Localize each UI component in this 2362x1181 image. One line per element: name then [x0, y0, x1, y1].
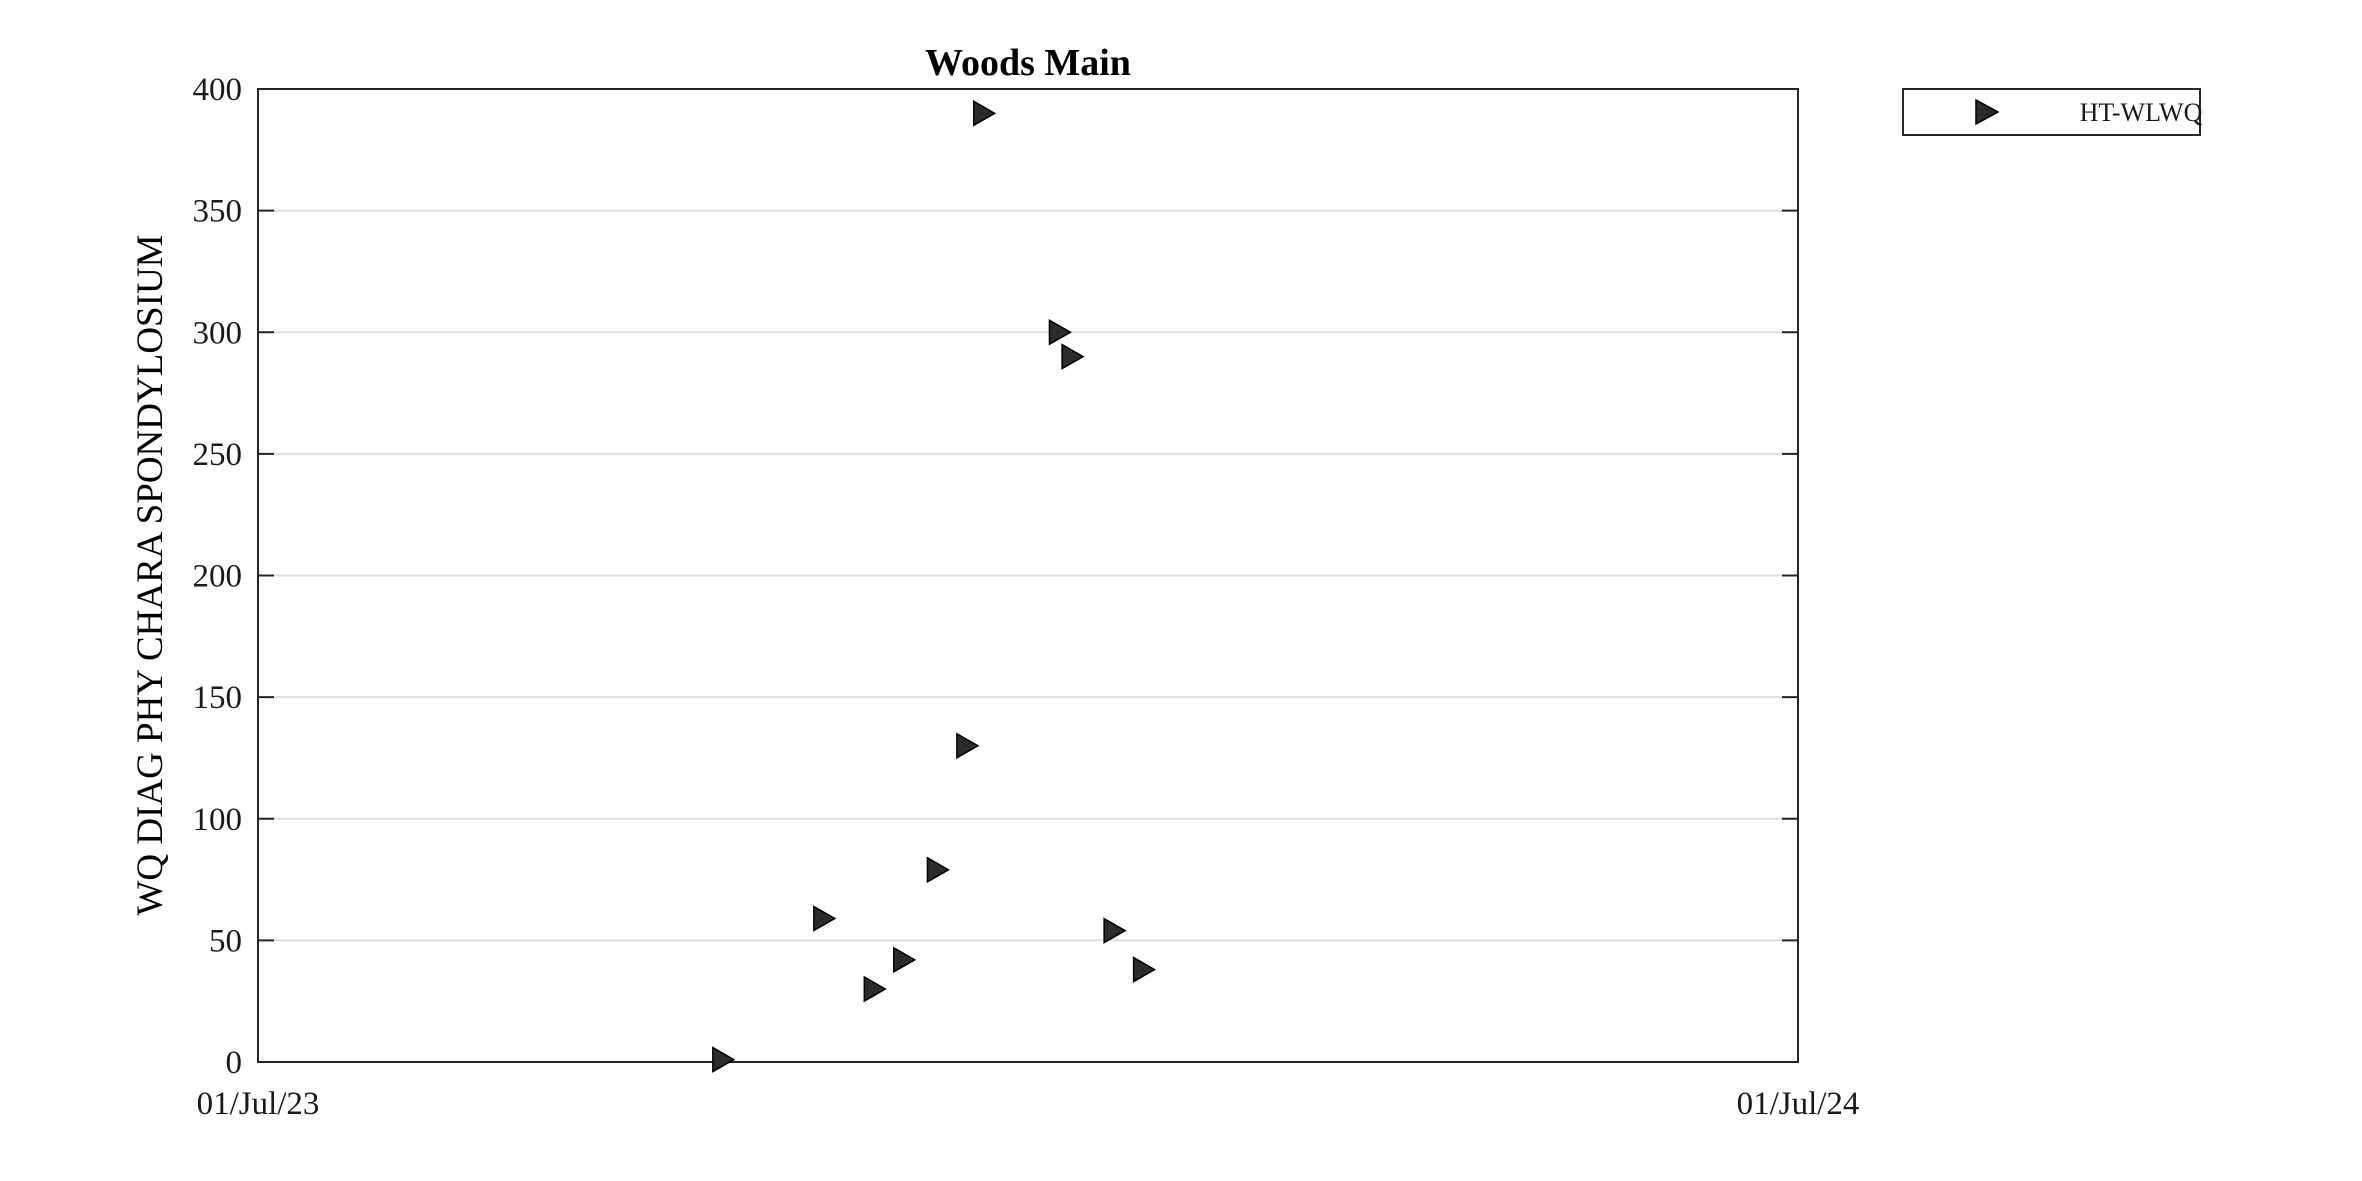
- y-tick-label: 0: [226, 1045, 243, 1081]
- data-point: [1048, 318, 1072, 346]
- chart-title: Woods Main: [925, 42, 1131, 84]
- legend-box: [1902, 88, 2201, 136]
- data-point: [956, 732, 980, 760]
- data-point: [863, 975, 887, 1003]
- y-axis-label: WQ DIAG PHY CHARA SPONDYLOSIUM: [130, 234, 171, 915]
- legend-entry-label: HT-WLWQ: [2080, 98, 2203, 127]
- x-tick-label: 01/Jul/24: [1737, 1086, 1860, 1122]
- data-point: [1132, 956, 1157, 983]
- y-axis-tick-labels: 0 50 100 150 200 250 300 350 400: [193, 72, 243, 1081]
- legend-marker-icon: [1975, 98, 2000, 126]
- data-point: [972, 100, 997, 127]
- x-tick-label: 01/Jul/23: [197, 1086, 320, 1122]
- data-point: [926, 856, 950, 884]
- y-tick-label: 300: [193, 315, 243, 351]
- y-tick-label: 400: [193, 72, 243, 108]
- legend: HT-WLWQ: [1902, 88, 2203, 136]
- y-tick-label: 350: [193, 194, 243, 230]
- axis-ticks: [258, 88, 1798, 1063]
- data-point: [1061, 343, 1085, 370]
- data-point: [1103, 917, 1127, 944]
- y-tick-label: 150: [193, 680, 243, 716]
- data-point: [893, 946, 917, 974]
- y-tick-label: 100: [193, 802, 243, 838]
- y-tick-label: 200: [193, 559, 243, 595]
- data-point: [712, 1046, 736, 1073]
- y-tick-label: 50: [209, 923, 242, 959]
- x-axis-tick-labels: 01/Jul/23 01/Jul/24: [197, 1086, 1860, 1122]
- data-points: [712, 100, 1157, 1073]
- data-point: [813, 905, 837, 932]
- y-tick-label: 250: [193, 437, 243, 473]
- grid-lines: [258, 209, 1798, 942]
